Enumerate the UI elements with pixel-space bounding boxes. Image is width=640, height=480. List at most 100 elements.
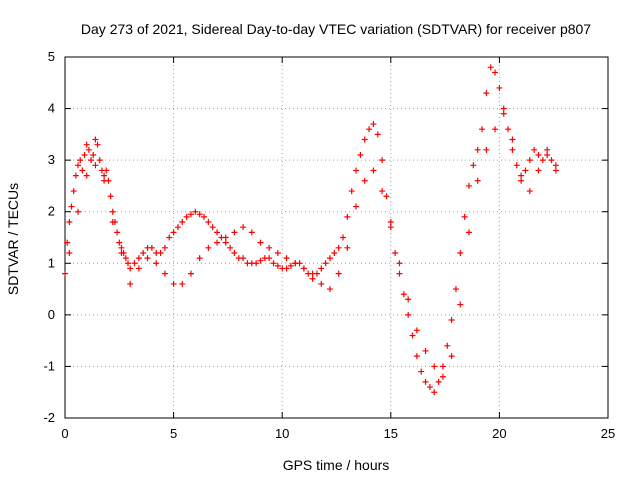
data-point bbox=[64, 239, 71, 246]
data-point bbox=[539, 157, 546, 164]
data-point bbox=[116, 239, 123, 246]
data-point bbox=[405, 296, 412, 303]
data-point bbox=[231, 229, 238, 236]
data-point bbox=[300, 265, 307, 272]
data-point bbox=[83, 141, 90, 148]
data-point bbox=[122, 255, 129, 262]
data-point bbox=[292, 260, 299, 267]
data-point bbox=[370, 167, 377, 174]
data-point bbox=[344, 244, 351, 251]
data-point bbox=[370, 121, 377, 128]
data-point bbox=[422, 347, 429, 354]
data-point bbox=[72, 172, 79, 179]
data-point bbox=[457, 301, 464, 308]
data-point bbox=[353, 167, 360, 174]
data-point bbox=[492, 69, 499, 76]
y-axis-label: SDTVAR / TECUs bbox=[5, 183, 21, 295]
y-tick-label: 0 bbox=[48, 307, 55, 322]
data-point bbox=[274, 249, 281, 256]
data-point bbox=[409, 332, 416, 339]
data-point bbox=[283, 255, 290, 262]
data-point bbox=[357, 151, 364, 158]
data-point bbox=[257, 239, 264, 246]
data-point bbox=[522, 167, 529, 174]
data-point bbox=[66, 249, 73, 256]
axis-ticks bbox=[64, 56, 609, 419]
y-tick-label: 5 bbox=[48, 49, 55, 64]
data-point bbox=[344, 213, 351, 220]
data-point bbox=[90, 151, 97, 158]
data-point bbox=[426, 384, 433, 391]
data-point bbox=[470, 162, 477, 169]
data-point bbox=[353, 203, 360, 210]
data-point bbox=[144, 255, 151, 262]
data-point bbox=[500, 110, 507, 117]
data-point bbox=[107, 193, 114, 200]
data-point bbox=[222, 239, 229, 246]
data-point bbox=[77, 157, 84, 164]
data-point bbox=[439, 373, 446, 380]
data-point bbox=[483, 90, 490, 97]
data-point bbox=[201, 213, 208, 220]
data-point bbox=[396, 260, 403, 267]
data-point bbox=[326, 255, 333, 262]
data-point bbox=[535, 151, 542, 158]
data-point bbox=[526, 188, 533, 195]
data-point bbox=[131, 260, 138, 267]
data-point bbox=[487, 64, 494, 71]
data-point bbox=[140, 249, 147, 256]
data-point bbox=[88, 157, 95, 164]
data-point bbox=[335, 270, 342, 277]
data-point bbox=[318, 280, 325, 287]
data-point bbox=[196, 211, 203, 218]
data-point bbox=[318, 265, 325, 272]
data-point bbox=[257, 257, 264, 264]
data-point bbox=[81, 151, 88, 158]
data-point bbox=[396, 270, 403, 277]
data-point bbox=[101, 177, 108, 184]
data-point bbox=[374, 131, 381, 138]
data-point bbox=[435, 378, 442, 385]
y-tick-label: 4 bbox=[48, 101, 55, 116]
data-point bbox=[187, 211, 194, 218]
data-point bbox=[101, 172, 108, 179]
data-point bbox=[62, 270, 68, 277]
data-points bbox=[62, 64, 559, 396]
data-point bbox=[248, 229, 255, 236]
data-point bbox=[431, 389, 438, 396]
data-point bbox=[174, 224, 181, 231]
y-tick-label: -1 bbox=[43, 358, 55, 373]
data-point bbox=[413, 353, 420, 360]
data-point bbox=[270, 260, 277, 267]
y-tick-label: 2 bbox=[48, 204, 55, 219]
data-point bbox=[444, 342, 451, 349]
data-point bbox=[161, 270, 168, 277]
data-point bbox=[170, 229, 177, 236]
plot-frame bbox=[64, 56, 609, 419]
series-secondary bbox=[66, 110, 559, 380]
data-point bbox=[205, 219, 212, 226]
data-point bbox=[479, 126, 486, 133]
data-point bbox=[240, 255, 247, 262]
data-point bbox=[214, 239, 221, 246]
data-point bbox=[340, 234, 347, 241]
data-point bbox=[492, 126, 499, 133]
data-point bbox=[448, 317, 455, 324]
data-point bbox=[496, 84, 503, 91]
data-point bbox=[66, 219, 73, 226]
data-point bbox=[118, 249, 125, 256]
data-point bbox=[109, 219, 116, 226]
data-point bbox=[157, 249, 164, 256]
data-point bbox=[231, 249, 238, 256]
data-point bbox=[500, 105, 507, 112]
y-tick-label: -2 bbox=[43, 410, 55, 425]
data-point bbox=[361, 177, 368, 184]
data-point bbox=[552, 162, 559, 169]
data-point bbox=[85, 146, 92, 153]
data-point bbox=[474, 146, 481, 153]
data-point bbox=[548, 157, 555, 164]
data-point bbox=[505, 126, 512, 133]
data-point bbox=[509, 136, 516, 143]
data-point bbox=[75, 208, 82, 215]
